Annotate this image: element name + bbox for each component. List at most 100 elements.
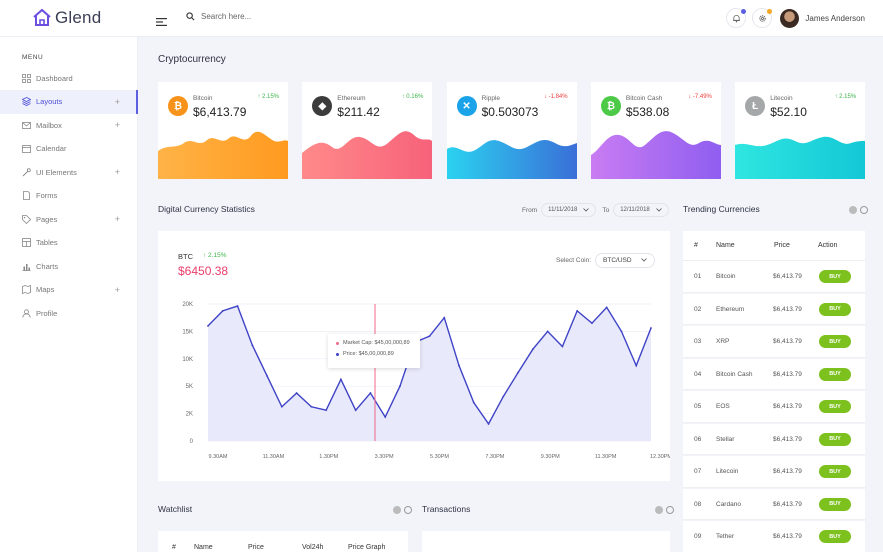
sidebar-item-tables[interactable]: Tables <box>0 231 138 255</box>
crypto-card-ethereum[interactable]: ◆ Ethereum $211.42 ↑ 0.16% <box>302 82 433 179</box>
tooltip-market-cap: Market Cap: $45,00,000,89 <box>343 340 410 346</box>
crypto-card-litecoin[interactable]: Ł Litecoin $52.10 ↑ 2.15% <box>735 82 866 179</box>
close-icon[interactable] <box>666 506 674 514</box>
sidebar-item-mailbox[interactable]: Mailbox + <box>0 113 138 137</box>
user-name[interactable]: James Anderson <box>805 13 865 23</box>
sidebar-item-ui-elements[interactable]: UI Elements + <box>0 160 138 184</box>
y-tick-label: 2K <box>186 412 193 418</box>
row-num: 04 <box>694 370 702 378</box>
top-bar: Glend Search here... <box>0 0 883 37</box>
sidebar-item-label: Mailbox <box>36 120 62 130</box>
settings-icon[interactable] <box>393 506 401 514</box>
data-point <box>236 305 239 307</box>
row-name: Cardano <box>716 500 741 508</box>
bell-icon <box>732 14 740 22</box>
row-name: Litecoin <box>716 468 739 475</box>
notification-button[interactable] <box>726 8 747 28</box>
trending-section-title: Trending Currencies <box>683 204 760 214</box>
data-point <box>266 375 268 377</box>
search-bar[interactable]: Search here... <box>186 12 251 21</box>
x-tick-label: 12.30PM <box>650 454 670 460</box>
sidebar-item-label: Calendar <box>36 144 67 153</box>
table-row: 06 Stellar $6,413.79 BUY <box>683 423 865 455</box>
buy-button[interactable]: BUY <box>819 400 851 413</box>
avatar[interactable] <box>780 8 800 28</box>
crypto-section-title: Cryptocurrency <box>158 54 226 65</box>
coin-price: $6,413.79 <box>193 105 247 119</box>
row-num: 06 <box>694 435 702 443</box>
coin-name: Bitcoin Cash <box>625 95 663 102</box>
sidebar-item-profile[interactable]: Profile <box>0 301 138 325</box>
sidebar-item-dashboard[interactable]: Dashboard <box>0 66 138 90</box>
table-row: 01 Bitcoin $6,413.79 BUY <box>683 261 865 293</box>
map-icon <box>22 285 31 294</box>
settings-button[interactable] <box>752 8 773 28</box>
user-icon <box>22 308 31 318</box>
bitcoin-cash-icon: ₿ <box>600 96 621 116</box>
close-icon[interactable] <box>404 506 412 514</box>
expand-plus-icon[interactable]: + <box>114 284 120 295</box>
sidebar-item-label: Tables <box>36 238 58 247</box>
home-logo-icon <box>33 8 51 26</box>
buy-button[interactable]: BUY <box>819 367 851 381</box>
select-coin-label: Select Coin: <box>556 257 592 264</box>
expand-plus-icon[interactable]: + <box>114 214 120 224</box>
menu-toggle-button[interactable] <box>156 13 167 31</box>
trending-table-header: # Name Price Action <box>683 231 865 261</box>
gear-icon <box>759 14 766 22</box>
coin-change: ↓ -7.49% <box>688 94 712 100</box>
col-num: # <box>694 242 698 249</box>
coin-change: ↑ 2.15% <box>834 94 857 100</box>
crypto-card-bitcoin[interactable]: ₿ Bitcoin $6,413.79 ↑ 2.15% <box>158 82 288 179</box>
sidebar-item-label: Layouts <box>36 97 63 106</box>
date-range: From 11/11/2018 To 12/11/2018 <box>522 203 675 217</box>
sidebar-item-pages[interactable]: Pages + <box>0 207 138 231</box>
expand-plus-icon[interactable]: + <box>114 167 120 177</box>
coin-select-value: BTC/USD <box>603 257 632 264</box>
wave-area <box>158 131 288 179</box>
data-point <box>517 371 519 374</box>
row-num: 05 <box>694 403 702 410</box>
sidebar-item-label: Profile <box>36 308 58 318</box>
row-name: Bitcoin Cash <box>716 370 753 378</box>
buy-button[interactable]: BUY <box>819 270 851 283</box>
price-chart[interactable]: 0 2K 5K 10K 15K 20K 9.30AM 11.30AM 1.30PM 3.30PM 5… <box>158 290 670 470</box>
sidebar-item-layouts[interactable]: Layouts + <box>0 89 138 114</box>
coin-name: Ethereum <box>337 95 366 102</box>
data-point <box>251 344 254 346</box>
buy-button[interactable]: BUY <box>819 335 851 348</box>
settings-icon[interactable] <box>655 506 663 514</box>
coin-change: ↑ 0.16% <box>401 94 424 100</box>
to-date-picker[interactable]: 12/11/2018 <box>613 203 669 217</box>
stats-change: ↑ 2.15% <box>203 252 227 259</box>
row-num: 03 <box>694 338 702 345</box>
close-icon[interactable] <box>860 206 868 214</box>
chevron-down-icon <box>583 208 590 212</box>
row-num: 01 <box>694 273 702 280</box>
coin-select[interactable]: BTC/USD <box>595 253 656 268</box>
buy-button[interactable]: BUY <box>819 465 851 478</box>
sidebar-item-forms[interactable]: Forms <box>0 184 138 208</box>
search-input[interactable]: Search here... <box>201 12 252 21</box>
buy-button[interactable]: BUY <box>819 530 851 543</box>
buy-button[interactable]: BUY <box>819 302 851 316</box>
y-tick-label: 0 <box>190 439 194 445</box>
crypto-card-bitcoin-cash[interactable]: ₿ Bitcoin Cash $538.08 ↓ -7.49% <box>590 82 721 179</box>
data-point <box>472 401 475 404</box>
sidebar-item-charts[interactable]: Charts <box>0 254 138 278</box>
crypto-card-ripple[interactable]: ✕ Ripple $0.503073 ↓ -1.84% <box>446 82 577 179</box>
watchlist-col-header: Price <box>248 544 264 551</box>
expand-plus-icon[interactable]: + <box>114 96 120 107</box>
buy-button[interactable]: BUY <box>819 497 851 511</box>
chart-icon <box>22 262 31 271</box>
logo[interactable]: Glend <box>32 8 101 28</box>
sidebar-item-maps[interactable]: Maps + <box>0 278 138 302</box>
settings-icon[interactable] <box>849 206 857 214</box>
row-price: $6,413.79 <box>773 403 802 410</box>
expand-plus-icon[interactable]: + <box>114 120 120 130</box>
from-date-picker[interactable]: 11/11/2018 <box>541 203 597 217</box>
sidebar-item-label: Dashboard <box>36 73 73 83</box>
row-price: $6,413.79 <box>773 533 802 540</box>
buy-button[interactable]: BUY <box>819 432 851 446</box>
sidebar-item-calendar[interactable]: Calendar <box>0 137 138 161</box>
